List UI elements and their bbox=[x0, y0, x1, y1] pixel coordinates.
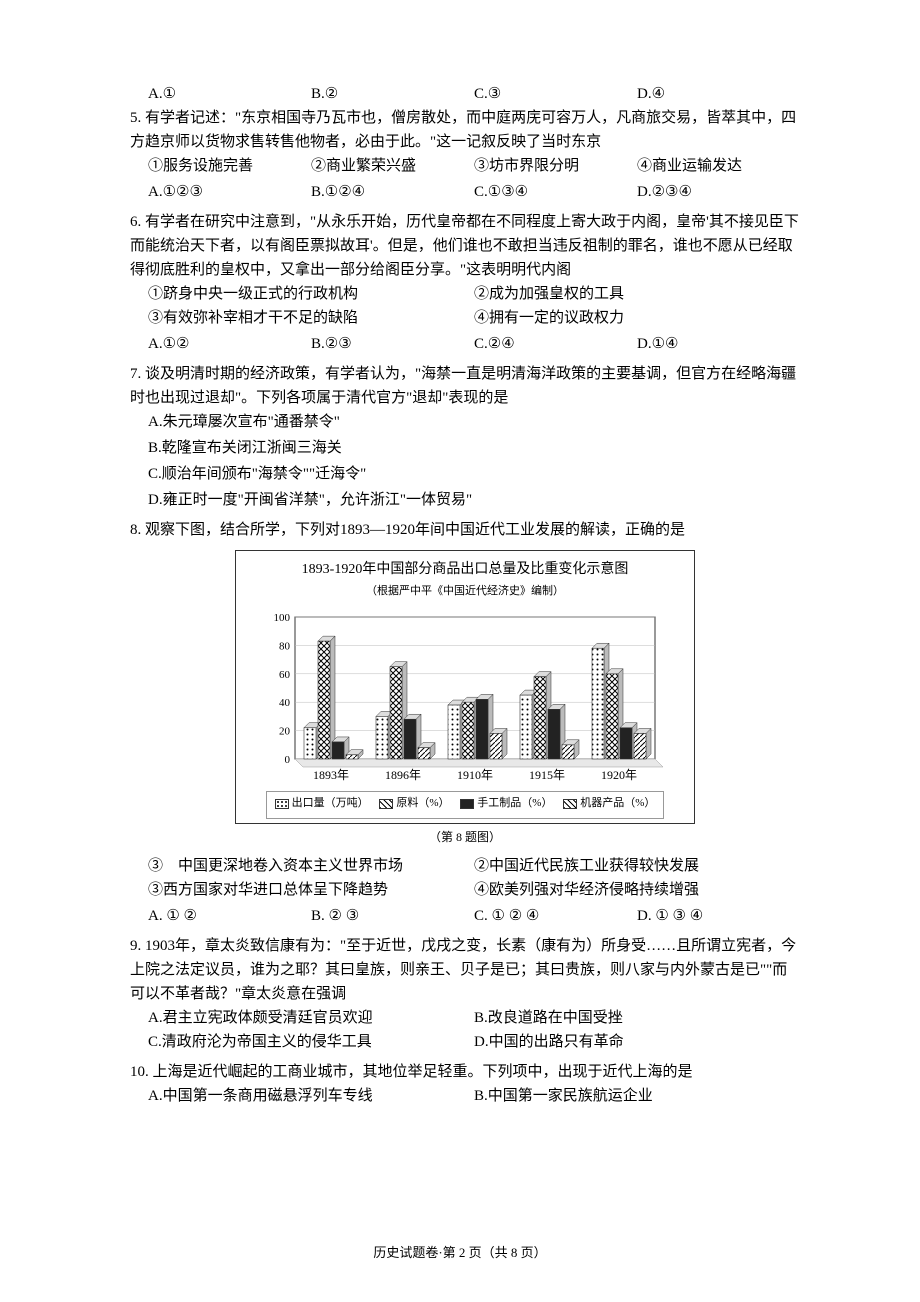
q5-item-3: ③坊市界限分明 bbox=[474, 154, 637, 178]
q7-num: 7. bbox=[130, 366, 141, 382]
option-a: A.①②③ bbox=[148, 180, 311, 204]
q8-item-3: ③西方国家对华进口总体呈下降趋势 bbox=[148, 878, 474, 902]
svg-text:80: 80 bbox=[279, 640, 291, 652]
legend-item-1: 原料（%） bbox=[379, 795, 449, 813]
bar-chart-svg: 0 20 40 60 80 100 1893年 1896年 1910年 1915年 1920年 bbox=[255, 607, 675, 787]
option-a: A.君主立宪政体颇受清廷官员欢迎 bbox=[148, 1006, 474, 1030]
q6-item-2: ②成为加强皇权的工具 bbox=[474, 282, 800, 306]
q6-num: 6. bbox=[130, 214, 141, 230]
chart-title: 1893-1920年中国部分商品出口总量及比重变化示意图 bbox=[244, 559, 686, 581]
q8-text: 观察下图，结合所学，下列对1893—1920年间中国近代工业发展的解读，正确的是 bbox=[145, 522, 685, 538]
chart-subtitle: （根据严中平《中国近代经济史》编制） bbox=[244, 583, 686, 601]
option-b: B.中国第一家民族航运企业 bbox=[474, 1084, 800, 1108]
question-9: 9. 1903年，章太炎致信康有为："至于近世，戊戌之变，长素（康有为）所身受…… bbox=[130, 934, 800, 1054]
option-c: C. ① ② ④ bbox=[474, 904, 637, 928]
option-b: B.乾隆宣布关闭江浙闽三海关 bbox=[148, 436, 800, 460]
option-b: B.②③ bbox=[311, 332, 474, 356]
svg-text:100: 100 bbox=[274, 612, 291, 624]
q8-item-2: ②中国近代民族工业获得较快发展 bbox=[474, 854, 800, 878]
option-c: C.①③④ bbox=[474, 180, 637, 204]
option-d: D.②③④ bbox=[637, 180, 800, 204]
option-c: C.清政府沦为帝国主义的侵华工具 bbox=[148, 1030, 474, 1054]
option-b: B.改良道路在中国受挫 bbox=[474, 1006, 800, 1030]
option-c: C.③ bbox=[474, 82, 637, 106]
q5-text: 有学者记述："东京相国寺乃瓦市也，僧房散处，而中庭两庑可容万人，凡商旅交易，皆萃… bbox=[130, 110, 796, 150]
q10-num: 10. bbox=[130, 1064, 149, 1080]
q6-item-1: ①跻身中央一级正式的行政机构 bbox=[148, 282, 474, 306]
svg-text:1915年: 1915年 bbox=[529, 768, 565, 782]
q5-item-2: ②商业繁荣兴盛 bbox=[311, 154, 474, 178]
question-10: 10. 上海是近代崛起的工商业城市，其地位举足轻重。下列项中，出现于近代上海的是… bbox=[130, 1060, 800, 1108]
option-b: B. ② ③ bbox=[311, 904, 474, 928]
q5-item-4: ④商业运输发达 bbox=[637, 154, 800, 178]
question-5: 5. 有学者记述："东京相国寺乃瓦市也，僧房散处，而中庭两庑可容万人，凡商旅交易… bbox=[130, 106, 800, 204]
option-a: A.朱元璋屡次宣布"通番禁令" bbox=[148, 410, 800, 434]
option-c: C.顺治年间颁布"海禁令""迁海令" bbox=[148, 462, 800, 486]
svg-text:1910年: 1910年 bbox=[457, 768, 493, 782]
question-8: 8. 观察下图，结合所学，下列对1893—1920年间中国近代工业发展的解读，正… bbox=[130, 518, 800, 928]
q5-num: 5. bbox=[130, 110, 141, 126]
chart-caption: （第 8 题图） bbox=[130, 828, 800, 847]
option-d: D. ① ③ ④ bbox=[637, 904, 800, 928]
svg-text:1896年: 1896年 bbox=[385, 768, 421, 782]
svg-text:1920年: 1920年 bbox=[601, 768, 637, 782]
q6-item-3: ③有效弥补宰相才干不足的缺陷 bbox=[148, 306, 474, 330]
q8-options-row: A. ① ② B. ② ③ C. ① ② ④ D. ① ③ ④ bbox=[130, 904, 800, 928]
q8-num: 8. bbox=[130, 522, 141, 538]
svg-text:20: 20 bbox=[279, 726, 291, 738]
q8-item-4: ④欧美列强对华经济侵略持续增强 bbox=[474, 878, 800, 902]
q5-item-1: ①服务设施完善 bbox=[148, 154, 311, 178]
q9-options: A.君主立宪政体颇受清廷官员欢迎 B.改良道路在中国受挫 C.清政府沦为帝国主义… bbox=[130, 1006, 800, 1054]
q6-text: 有学者在研究中注意到，"从永乐开始，历代皇帝都在不同程度上寄大政于内阁，皇帝'其… bbox=[130, 214, 799, 278]
q8-items: ③ 中国更深地卷入资本主义世界市场 ②中国近代民族工业获得较快发展 ③西方国家对… bbox=[130, 854, 800, 902]
legend-item-3: 机器产品（%） bbox=[563, 795, 655, 813]
question-7: 7. 谈及明清时期的经济政策，有学者认为，"海禁一直是明清海洋政策的主要基调，但… bbox=[130, 362, 800, 512]
chart-legend: 出口量（万吨） 原料（%） 手工制品（%） 机器产品（%） bbox=[266, 791, 665, 819]
q5-options: A.①②③ B.①②④ C.①③④ D.②③④ bbox=[130, 180, 800, 204]
svg-text:0: 0 bbox=[285, 754, 291, 766]
q7-text: 谈及明清时期的经济政策，有学者认为，"海禁一直是明清海洋政策的主要基调，但官方在… bbox=[130, 366, 796, 406]
option-b: B.①②④ bbox=[311, 180, 474, 204]
legend-item-2: 手工制品（%） bbox=[460, 795, 552, 813]
q4-options: A.① B.② C.③ D.④ bbox=[130, 82, 800, 106]
svg-text:1893年: 1893年 bbox=[313, 768, 349, 782]
svg-text:40: 40 bbox=[279, 697, 291, 709]
option-a: A.①② bbox=[148, 332, 311, 356]
q10-text: 上海是近代崛起的工商业城市，其地位举足轻重。下列项中，出现于近代上海的是 bbox=[153, 1064, 693, 1080]
option-b: B.② bbox=[311, 82, 474, 106]
option-d: D.中国的出路只有革命 bbox=[474, 1030, 800, 1054]
option-d: D.①④ bbox=[637, 332, 800, 356]
question-6: 6. 有学者在研究中注意到，"从永乐开始，历代皇帝都在不同程度上寄大政于内阁，皇… bbox=[130, 210, 800, 356]
option-d: D.雍正时一度"开闽省洋禁"，允许浙江"一体贸易" bbox=[148, 488, 800, 512]
q6-item-4: ④拥有一定的议政权力 bbox=[474, 306, 800, 330]
legend-item-0: 出口量（万吨） bbox=[275, 795, 369, 813]
q6-options: A.①② B.②③ C.②④ D.①④ bbox=[130, 332, 800, 356]
option-c: C.②④ bbox=[474, 332, 637, 356]
q8-chart: 1893-1920年中国部分商品出口总量及比重变化示意图 （根据严中平《中国近代… bbox=[235, 550, 695, 824]
option-d: D.④ bbox=[637, 82, 800, 106]
q8-item-1: ③ 中国更深地卷入资本主义世界市场 bbox=[148, 854, 474, 878]
page-footer: 历史试题卷·第 2 页（共 8 页） bbox=[0, 1243, 920, 1264]
q9-text: 1903年，章太炎致信康有为："至于近世，戊戌之变，长素（康有为）所身受……且所… bbox=[130, 938, 796, 1002]
q9-num: 9. bbox=[130, 938, 141, 954]
svg-text:60: 60 bbox=[279, 669, 291, 681]
q10-options: A.中国第一条商用磁悬浮列车专线 B.中国第一家民族航运企业 bbox=[130, 1084, 800, 1108]
q7-options: A.朱元璋屡次宣布"通番禁令" B.乾隆宣布关闭江浙闽三海关 C.顺治年间颁布"… bbox=[130, 410, 800, 512]
option-a: A.① bbox=[148, 82, 311, 106]
option-a: A. ① ② bbox=[148, 904, 311, 928]
option-a: A.中国第一条商用磁悬浮列车专线 bbox=[148, 1084, 474, 1108]
